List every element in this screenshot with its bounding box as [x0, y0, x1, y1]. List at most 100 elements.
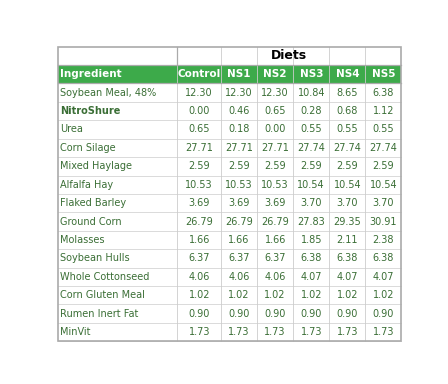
Text: 0.90: 0.90: [373, 309, 394, 319]
Text: 10.53: 10.53: [261, 180, 289, 190]
Text: 0.90: 0.90: [189, 309, 210, 319]
Text: 6.38: 6.38: [336, 253, 358, 263]
Bar: [58, 268, 401, 286]
Text: 3.70: 3.70: [301, 198, 322, 208]
Text: NS1: NS1: [227, 69, 251, 79]
Text: NitroShure: NitroShure: [60, 106, 121, 116]
Bar: [58, 249, 401, 268]
Text: 2.59: 2.59: [373, 161, 394, 171]
Text: Ground Corn: Ground Corn: [60, 217, 122, 227]
Text: 1.73: 1.73: [373, 327, 394, 337]
Text: 2.59: 2.59: [336, 161, 358, 171]
Text: 1.02: 1.02: [373, 290, 394, 300]
Bar: [58, 47, 401, 65]
Text: 1.73: 1.73: [189, 327, 210, 337]
Bar: [58, 157, 401, 175]
Text: 27.74: 27.74: [333, 143, 361, 153]
Bar: [58, 323, 401, 341]
Text: 12.30: 12.30: [225, 88, 253, 98]
Text: 10.54: 10.54: [297, 180, 325, 190]
Bar: [58, 175, 401, 194]
Text: 10.53: 10.53: [225, 180, 253, 190]
Text: 27.71: 27.71: [185, 143, 213, 153]
Text: 1.85: 1.85: [301, 235, 322, 245]
Text: 6.38: 6.38: [373, 253, 394, 263]
Text: 27.83: 27.83: [297, 217, 325, 227]
Bar: [58, 194, 401, 212]
Text: 6.38: 6.38: [301, 253, 322, 263]
Text: 2.11: 2.11: [336, 235, 358, 245]
Text: 30.91: 30.91: [370, 217, 397, 227]
Text: 4.06: 4.06: [189, 272, 210, 282]
Text: 0.00: 0.00: [189, 106, 210, 116]
Bar: [58, 286, 401, 305]
Text: 3.69: 3.69: [228, 198, 250, 208]
Text: 2.59: 2.59: [264, 161, 286, 171]
Text: 2.59: 2.59: [228, 161, 250, 171]
Text: Molasses: Molasses: [60, 235, 105, 245]
Text: 0.65: 0.65: [189, 124, 210, 134]
Text: 26.79: 26.79: [261, 217, 289, 227]
Bar: [58, 83, 401, 102]
Text: 4.06: 4.06: [264, 272, 286, 282]
Text: Ingredient: Ingredient: [60, 69, 122, 79]
Text: 10.84: 10.84: [297, 88, 325, 98]
Text: 0.68: 0.68: [336, 106, 358, 116]
Text: 6.37: 6.37: [264, 253, 286, 263]
Text: 27.74: 27.74: [370, 143, 397, 153]
Text: 1.73: 1.73: [264, 327, 286, 337]
Text: 1.12: 1.12: [373, 106, 394, 116]
Bar: [58, 231, 401, 249]
Text: 1.66: 1.66: [264, 235, 286, 245]
Text: 1.02: 1.02: [301, 290, 322, 300]
Text: 1.02: 1.02: [228, 290, 250, 300]
Text: Corn Silage: Corn Silage: [60, 143, 116, 153]
Text: Corn Gluten Meal: Corn Gluten Meal: [60, 290, 145, 300]
Text: 0.00: 0.00: [264, 124, 286, 134]
Text: Whole Cottonseed: Whole Cottonseed: [60, 272, 150, 282]
Text: 0.46: 0.46: [228, 106, 250, 116]
Text: 6.37: 6.37: [189, 253, 210, 263]
Text: NS5: NS5: [372, 69, 395, 79]
Text: 4.07: 4.07: [336, 272, 358, 282]
Text: MinVit: MinVit: [60, 327, 90, 337]
Text: Urea: Urea: [60, 124, 83, 134]
Text: 6.38: 6.38: [373, 88, 394, 98]
Text: 12.30: 12.30: [185, 88, 213, 98]
Text: 0.55: 0.55: [373, 124, 394, 134]
Text: 0.65: 0.65: [264, 106, 286, 116]
Text: 0.55: 0.55: [301, 124, 322, 134]
Bar: [58, 305, 401, 323]
Text: 0.55: 0.55: [336, 124, 358, 134]
Text: 27.71: 27.71: [261, 143, 289, 153]
Bar: [58, 120, 401, 139]
Text: 1.02: 1.02: [336, 290, 358, 300]
Text: 3.70: 3.70: [336, 198, 358, 208]
Text: 10.54: 10.54: [370, 180, 397, 190]
Text: 8.65: 8.65: [336, 88, 358, 98]
Text: 1.02: 1.02: [189, 290, 210, 300]
Text: Mixed Haylage: Mixed Haylage: [60, 161, 132, 171]
Text: Soybean Meal, 48%: Soybean Meal, 48%: [60, 88, 156, 98]
Text: 26.79: 26.79: [185, 217, 213, 227]
Bar: [58, 65, 401, 83]
Text: 3.70: 3.70: [373, 198, 394, 208]
Bar: [58, 102, 401, 120]
Text: 1.66: 1.66: [228, 235, 250, 245]
Text: 0.90: 0.90: [228, 309, 250, 319]
Text: 3.69: 3.69: [189, 198, 210, 208]
Text: 4.07: 4.07: [301, 272, 322, 282]
Text: 29.35: 29.35: [333, 217, 361, 227]
Text: 0.28: 0.28: [301, 106, 322, 116]
Text: 0.90: 0.90: [336, 309, 358, 319]
Text: 1.73: 1.73: [336, 327, 358, 337]
Text: 2.59: 2.59: [189, 161, 210, 171]
Text: 2.38: 2.38: [373, 235, 394, 245]
Text: 0.90: 0.90: [264, 309, 286, 319]
Text: 10.53: 10.53: [185, 180, 213, 190]
Text: 27.71: 27.71: [225, 143, 253, 153]
Text: 0.90: 0.90: [301, 309, 322, 319]
Text: 10.54: 10.54: [333, 180, 361, 190]
Text: 1.02: 1.02: [264, 290, 286, 300]
Text: 0.18: 0.18: [228, 124, 250, 134]
